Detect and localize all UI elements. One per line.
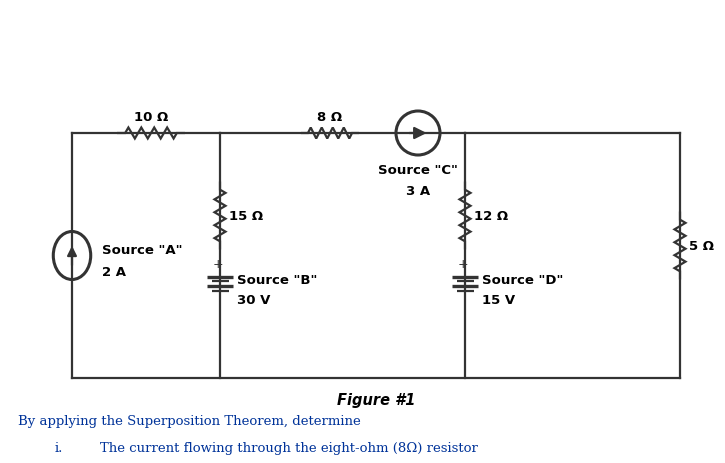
Text: The current flowing through the eight-ohm (8Ω) resistor: The current flowing through the eight-oh…: [100, 441, 478, 454]
Text: +: +: [212, 257, 223, 270]
Text: 15 V: 15 V: [482, 294, 515, 307]
Text: 10 Ω: 10 Ω: [134, 111, 168, 124]
Text: +: +: [457, 257, 468, 270]
Text: 30 V: 30 V: [237, 294, 270, 307]
Text: 15 Ω: 15 Ω: [229, 210, 263, 223]
Text: 5 Ω: 5 Ω: [689, 239, 714, 252]
Text: 8 Ω: 8 Ω: [318, 111, 342, 124]
Text: 2 A: 2 A: [102, 265, 126, 278]
Text: 12 Ω: 12 Ω: [474, 210, 508, 223]
Text: Figure #1: Figure #1: [337, 392, 415, 407]
Text: 3 A: 3 A: [406, 185, 430, 198]
Text: By applying the Superposition Theorem, determine: By applying the Superposition Theorem, d…: [18, 414, 361, 427]
Text: Source "D": Source "D": [482, 274, 563, 287]
Text: Source "B": Source "B": [237, 274, 318, 287]
Text: i.: i.: [55, 441, 63, 454]
Text: Source "C": Source "C": [378, 163, 458, 176]
Text: Source "A": Source "A": [102, 244, 183, 257]
